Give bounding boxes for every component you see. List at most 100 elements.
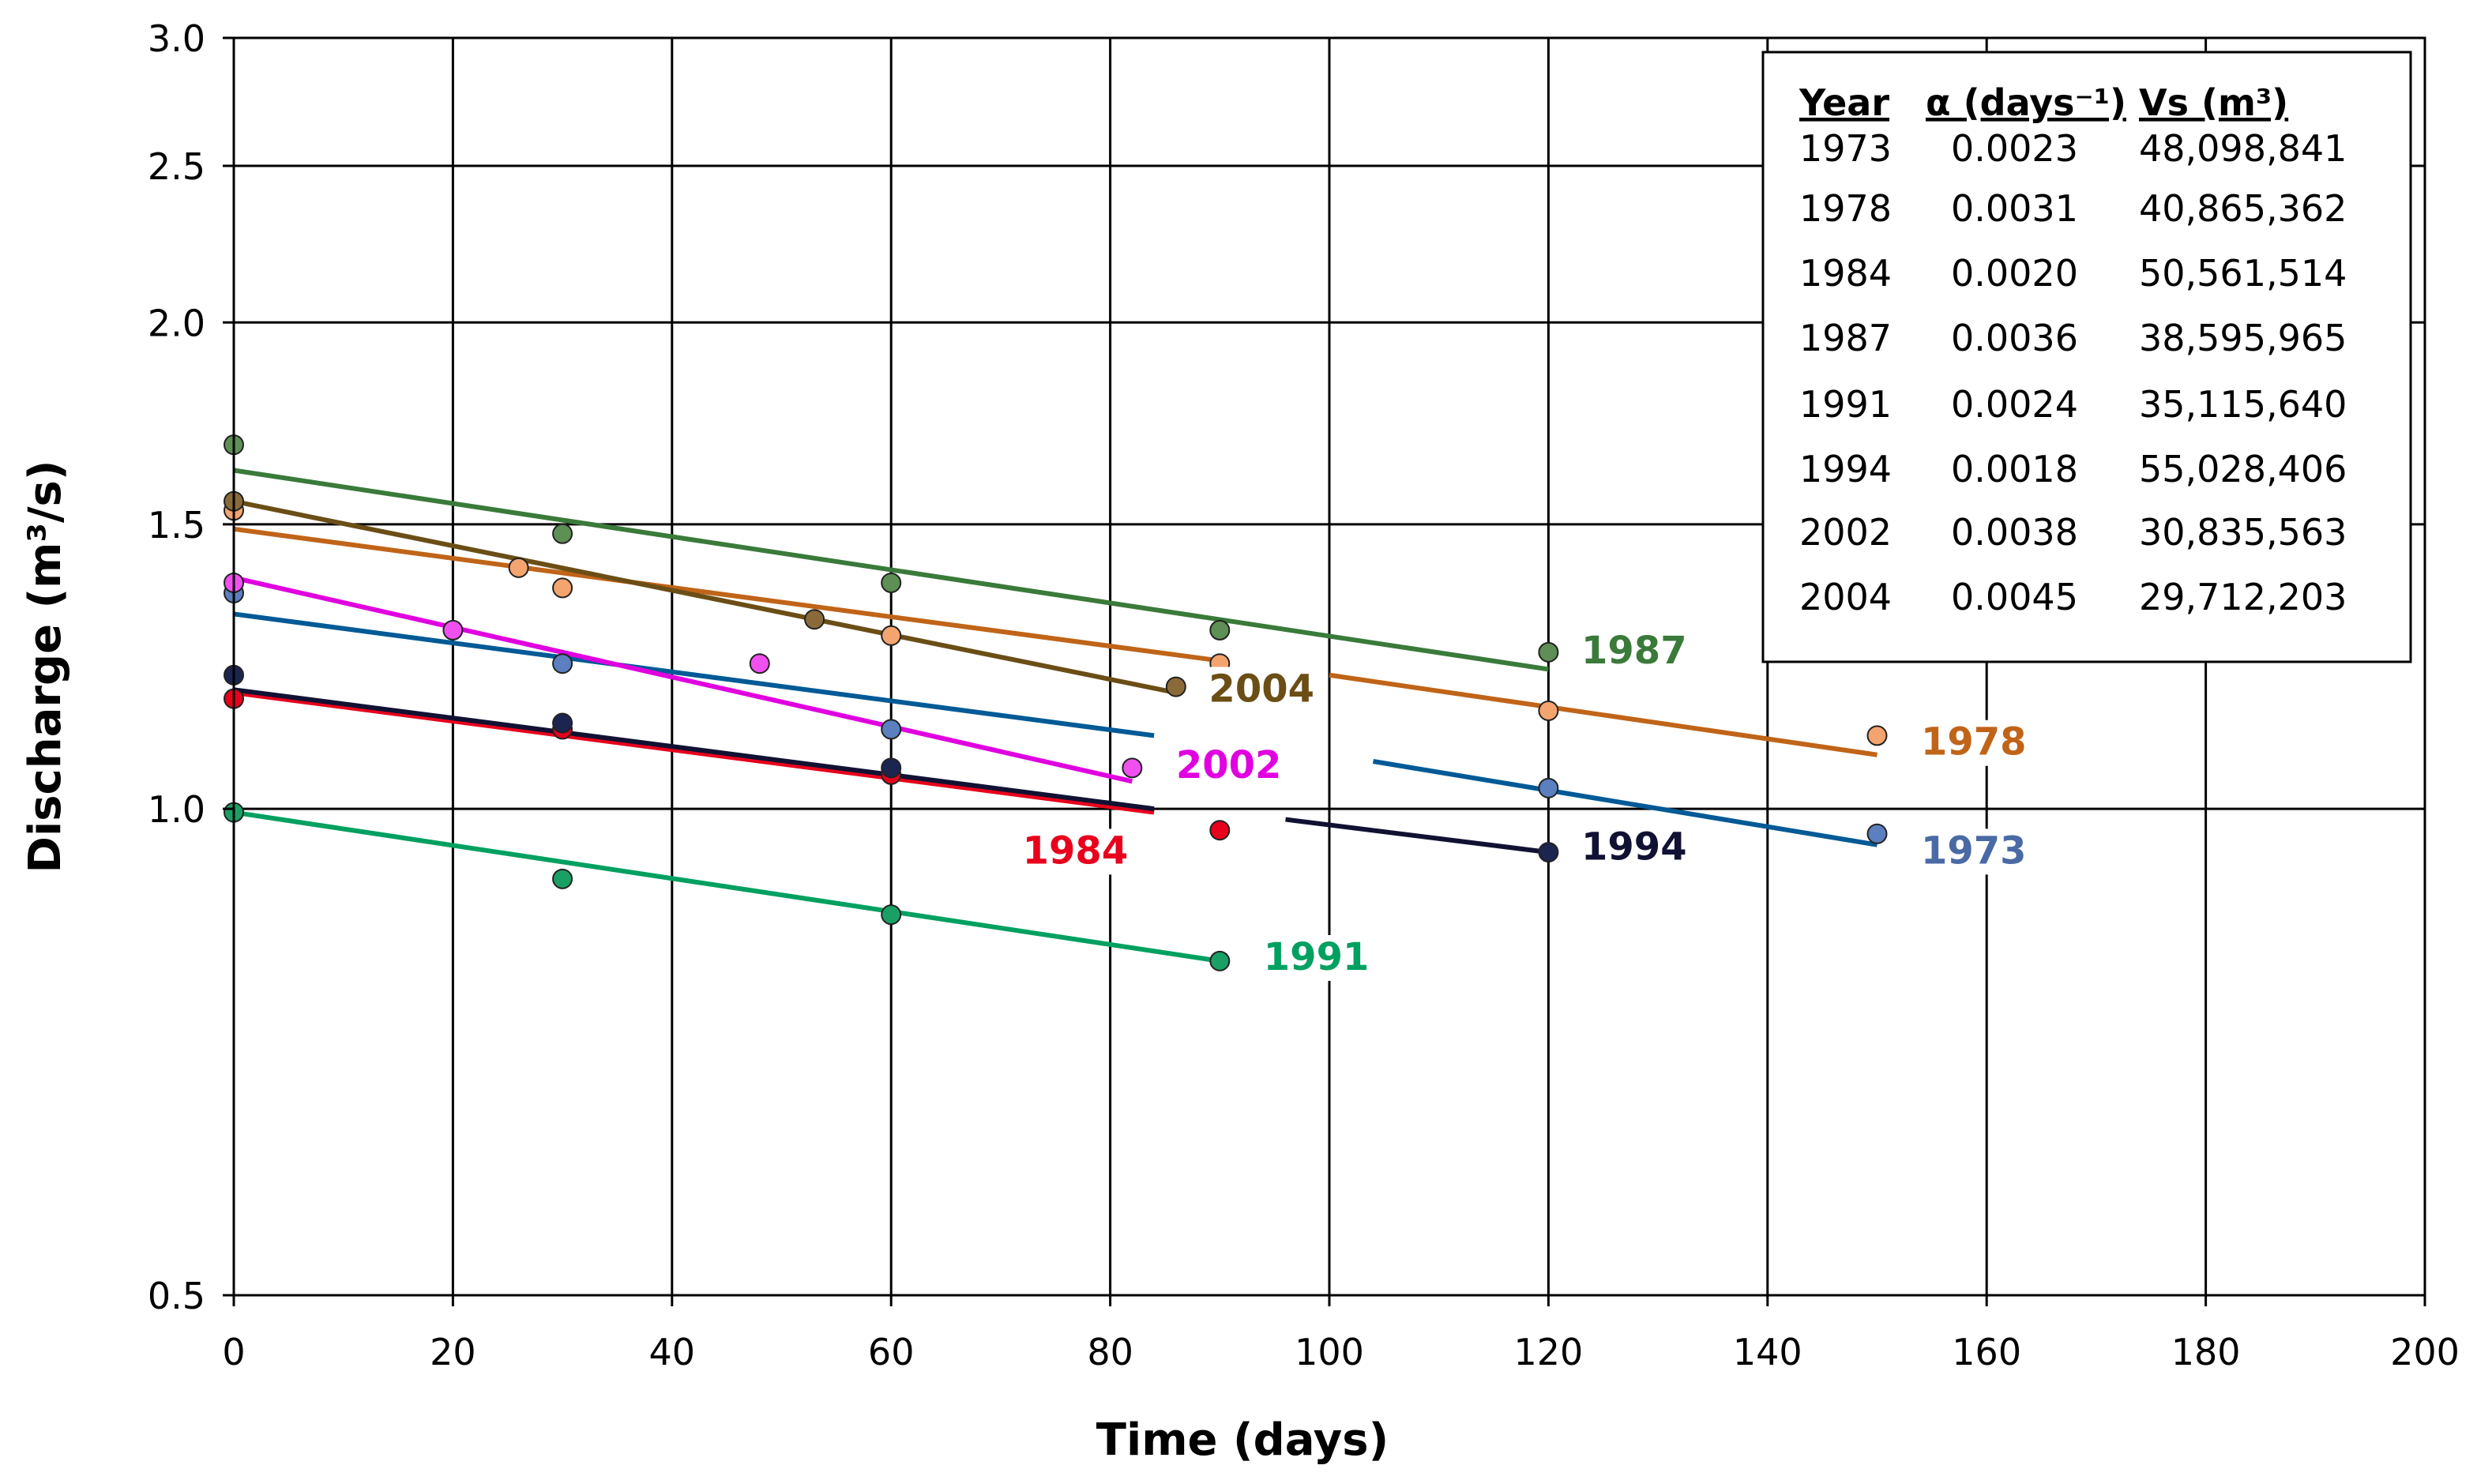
- data-point-1994: [552, 712, 573, 734]
- data-point-2002: [1122, 757, 1143, 779]
- x-tick-label: 20: [430, 1331, 476, 1373]
- legend-table-cell: 40,865,362: [2139, 187, 2347, 230]
- data-point-1991: [1209, 950, 1231, 971]
- x-tick-label: 80: [1087, 1331, 1133, 1373]
- legend-table-cell: 0.0024: [1951, 383, 2078, 426]
- legend-table-cell: 1991: [1799, 383, 1892, 426]
- data-point-1987: [1538, 641, 1559, 663]
- series-label-bg: [1257, 934, 1368, 981]
- data-point-1991: [881, 904, 902, 926]
- x-tick-label: 200: [2390, 1331, 2460, 1373]
- legend-table-cell: 2004: [1799, 576, 1892, 618]
- legend-table-cell: 0.0038: [1951, 511, 2078, 554]
- fit-line-1978: [233, 526, 1220, 663]
- data-point-1978: [881, 625, 902, 646]
- legend-table-cell: 0.0031: [1951, 187, 2078, 230]
- x-tick-label: 140: [1733, 1331, 1802, 1373]
- data-point-1987: [881, 572, 902, 593]
- legend-table-cell: 48,098,841: [2139, 127, 2347, 170]
- legend-table-cell: 1978: [1799, 187, 1892, 230]
- series-label-1994: 1994: [1581, 825, 1687, 870]
- series-label-bg: [1575, 825, 1686, 871]
- data-point-1973: [552, 653, 573, 674]
- data-point-1978: [1866, 725, 1888, 746]
- fit-line-1994: [233, 687, 1155, 812]
- series-label-1973: 1973: [1921, 828, 2027, 873]
- legend-table-cell: 0.0018: [1951, 448, 2078, 490]
- y-tick-label: 2.0: [148, 302, 205, 344]
- data-point-1984: [1209, 820, 1231, 841]
- data-point-1978: [508, 557, 529, 578]
- x-tick-label: 60: [868, 1331, 915, 1373]
- legend-table-cell: 1973: [1799, 127, 1892, 170]
- fit-lines: [233, 468, 1877, 964]
- series-label-bg: [1575, 629, 1686, 675]
- fit-line-1973: [233, 611, 1155, 738]
- data-point-1994: [1538, 842, 1559, 863]
- y-tick-label: 1.0: [148, 788, 205, 831]
- legend-table-header: α (days⁻¹): [1926, 81, 2126, 124]
- fit-line-2004: [233, 498, 1177, 696]
- series-label-1978: 1978: [1921, 720, 2027, 765]
- y-axis-title: Discharge (m³/s): [20, 460, 71, 873]
- series-labels: 1987 2004 1978 2002 1994 1973 1984 1991: [1016, 629, 2027, 981]
- fit-line-1973: [1372, 759, 1877, 847]
- fit-line-1984: [233, 690, 1155, 815]
- legend-table-cell: 30,835,563: [2139, 511, 2347, 554]
- y-tick-label: 1.5: [148, 504, 205, 547]
- fit-line-1991: [233, 810, 1220, 964]
- legend-table-cell: 38,595,965: [2139, 317, 2347, 359]
- legend-table: Year α (days⁻¹) Vs (m³) 1973 0.0023 48,098,84…: [1761, 51, 2412, 663]
- fit-line-2002: [233, 575, 1133, 784]
- series-label-bg: [1169, 743, 1280, 790]
- data-point-1991: [552, 868, 573, 889]
- series-label-2002: 2002: [1176, 743, 1282, 787]
- data-point-1973: [881, 719, 902, 740]
- y-tick-label: 0.5: [148, 1275, 205, 1317]
- legend-table-cell: 1987: [1799, 317, 1892, 359]
- data-point-1987: [552, 523, 573, 544]
- x-tick-label: 40: [649, 1331, 696, 1373]
- legend-table-cell: 0.0020: [1951, 252, 2078, 295]
- legend-table-header: Year: [1799, 81, 1889, 124]
- y-tick-label: 3.0: [148, 17, 205, 60]
- data-point-1994: [881, 757, 902, 779]
- legend-table-cell: 0.0023: [1951, 127, 2078, 170]
- legend-table-header: Vs (m³): [2139, 81, 2288, 124]
- series-label-1991: 1991: [1264, 935, 1370, 979]
- data-point-2002: [749, 653, 770, 674]
- x-tick-label: 0: [222, 1331, 245, 1373]
- legend-table-cell: 29,712,203: [2139, 576, 2347, 618]
- x-tick-label: 160: [1952, 1331, 2021, 1373]
- data-point-1978: [1538, 700, 1559, 721]
- series-label-2004: 2004: [1208, 667, 1314, 711]
- data-point-2002: [442, 619, 464, 641]
- legend-table-cell: 2002: [1799, 511, 1892, 554]
- data-point-1978: [552, 577, 573, 599]
- series-label-bg: [1914, 828, 2025, 875]
- legend-table-cell: 35,115,640: [2139, 383, 2347, 426]
- data-point-1973: [1538, 777, 1559, 798]
- series-label-1984: 1984: [1023, 828, 1129, 873]
- legend-table-box: [1761, 51, 2412, 663]
- data-point-1973: [1866, 823, 1888, 844]
- data-point-2004: [1165, 676, 1186, 697]
- x-axis-title: Time (days): [1096, 1414, 1389, 1466]
- x-tick-label: 180: [2171, 1331, 2241, 1373]
- series-label-bg: [1016, 828, 1127, 875]
- fit-line-1987: [233, 468, 1549, 672]
- legend-table-cell: 1994: [1799, 448, 1892, 490]
- series-label-bg: [1914, 719, 2025, 766]
- data-point-1987: [1209, 619, 1231, 641]
- series-label-1987: 1987: [1581, 629, 1687, 673]
- series-label-bg: [1202, 667, 1314, 713]
- legend-table-cell: 50,561,514: [2139, 252, 2347, 295]
- fit-line-1994: [1285, 817, 1549, 855]
- data-point-2004: [804, 609, 825, 630]
- data-markers: [224, 434, 1888, 971]
- y-tick-label: 2.5: [148, 145, 205, 188]
- legend-table-cell: 0.0036: [1951, 317, 2078, 359]
- fit-line-1978: [1329, 672, 1877, 757]
- x-tick-label: 120: [1513, 1331, 1583, 1373]
